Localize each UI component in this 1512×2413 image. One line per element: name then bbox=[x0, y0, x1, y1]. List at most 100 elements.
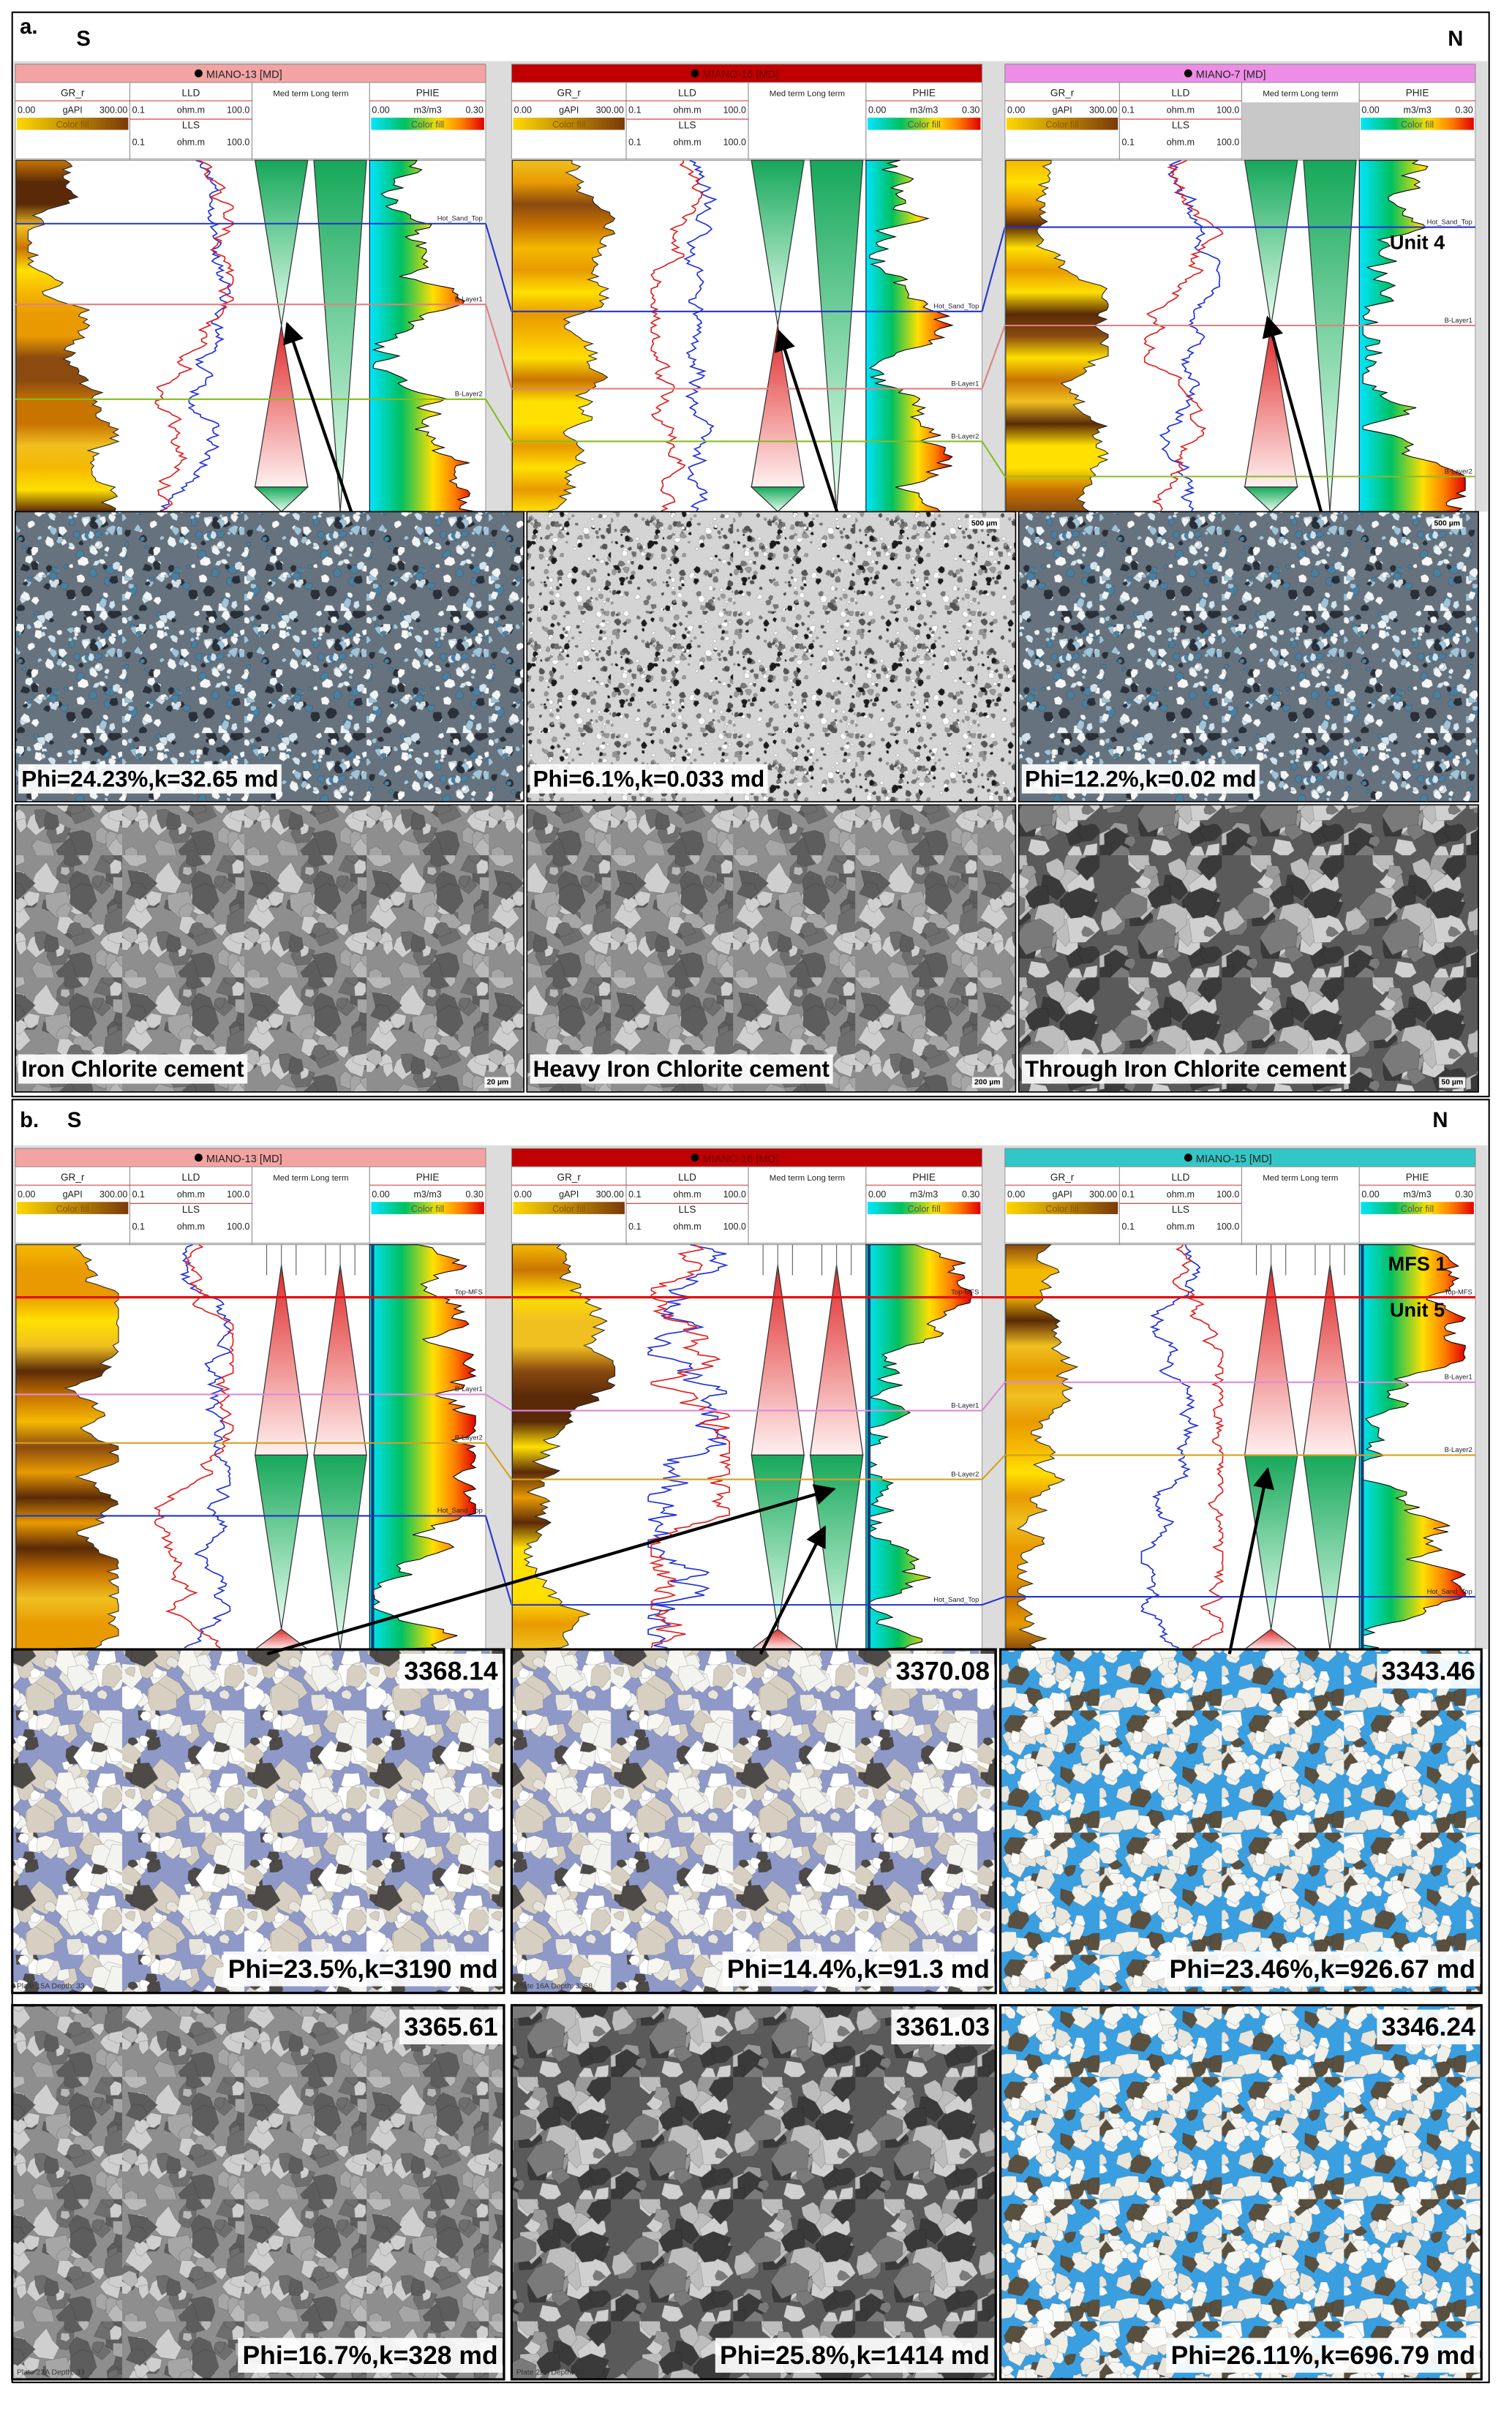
marker-label: Hot_Sand_Top bbox=[933, 302, 979, 310]
track-title: GR_r bbox=[557, 1172, 582, 1183]
scale-max: 100.0 bbox=[1216, 137, 1239, 147]
scale-max: 100.0 bbox=[723, 1221, 746, 1232]
color-fill-label: Color fill bbox=[1401, 1204, 1434, 1214]
scale-bar: 200 µm bbox=[974, 1078, 1001, 1086]
gr-log bbox=[15, 1244, 119, 1650]
track-title: Med term Long term bbox=[1263, 1174, 1338, 1183]
well-name: MIANO-13 [MD] bbox=[206, 1153, 282, 1165]
trend-triangle bbox=[1303, 159, 1357, 512]
scale-unit: ohm.m bbox=[1167, 1221, 1195, 1232]
track-title: Med term Long term bbox=[273, 90, 348, 99]
arrow bbox=[759, 1525, 827, 1655]
track-title: GR_r bbox=[61, 88, 85, 99]
marker-label: B-Layer2 bbox=[455, 1434, 483, 1442]
track-title: PHIE bbox=[1406, 88, 1429, 99]
scale-unit: ohm.m bbox=[673, 137, 701, 147]
scale-bar-bg bbox=[968, 518, 1000, 530]
trend-triangle bbox=[1244, 159, 1298, 326]
scale-min: 0.1 bbox=[628, 1189, 641, 1200]
well-bullet bbox=[691, 69, 699, 78]
scale-min: 0.1 bbox=[628, 137, 641, 147]
track-title: LLS bbox=[678, 119, 696, 130]
marker-label: B-Layer2 bbox=[951, 432, 979, 440]
scale-min: 0.00 bbox=[372, 105, 389, 116]
color-fill-label: Color fill bbox=[908, 1204, 941, 1214]
scale-max: 0.30 bbox=[962, 105, 979, 116]
correlation-link bbox=[981, 1382, 1006, 1412]
correlation-link bbox=[484, 1516, 513, 1605]
scale-max: 0.30 bbox=[1455, 105, 1472, 116]
track-title: PHIE bbox=[416, 88, 440, 99]
marker-label: Top-MFS bbox=[951, 1287, 979, 1295]
gr-log bbox=[1005, 159, 1110, 513]
resistivity-log bbox=[159, 159, 231, 512]
annotation: MFS 1 bbox=[1388, 1252, 1447, 1275]
scale-min: 0.00 bbox=[1361, 105, 1379, 116]
plate-label: Plate 16A Depth: 3358 bbox=[516, 1982, 593, 1990]
caption-bg bbox=[223, 1951, 503, 1987]
color-bar bbox=[1006, 1202, 1118, 1214]
scale-bar-bg bbox=[971, 1077, 1003, 1088]
well-name: MIANO-15 [MD] bbox=[1196, 1153, 1272, 1165]
depth-label-bg bbox=[399, 2009, 503, 2044]
well-name: MIANO-16 [MD] bbox=[702, 1153, 778, 1165]
marker-label: Hot_Sand_Top bbox=[437, 1506, 483, 1514]
micrograph bbox=[15, 804, 524, 1093]
scale-min: 0.1 bbox=[132, 137, 145, 147]
scale-unit: ohm.m bbox=[177, 1189, 205, 1200]
scale-max: 0.30 bbox=[962, 1189, 979, 1200]
track-title: PHIE bbox=[416, 1172, 440, 1183]
direction-label: N bbox=[1432, 1109, 1448, 1132]
trend-triangle bbox=[750, 486, 805, 513]
scale-min: 0.00 bbox=[868, 105, 886, 116]
resistivity-log bbox=[648, 1243, 731, 1649]
scale-min: 0.00 bbox=[1361, 1189, 1379, 1200]
trend-triangle bbox=[1244, 486, 1299, 513]
scale-unit: ohm.m bbox=[673, 1189, 701, 1200]
marker-label: B-Layer2 bbox=[1445, 467, 1472, 475]
scale-unit: ohm.m bbox=[673, 105, 701, 116]
arrow bbox=[1262, 315, 1323, 513]
caption: Phi=24.23%,k=32.65 md bbox=[21, 766, 278, 791]
scale-unit: m3/m3 bbox=[413, 1189, 441, 1200]
well-bullet bbox=[194, 69, 203, 78]
micrograph bbox=[998, 1648, 1483, 1995]
caption-bg bbox=[1021, 764, 1260, 794]
scale-bar: 500 µm bbox=[1434, 519, 1460, 527]
scale-max: 100.0 bbox=[227, 105, 249, 116]
marker-label: B-Layer2 bbox=[455, 390, 483, 398]
scale-min: 0.00 bbox=[1007, 1189, 1025, 1200]
color-bar bbox=[1361, 1202, 1474, 1214]
scale-max: 300.00 bbox=[596, 1189, 624, 1200]
depth-label-bg bbox=[1377, 1653, 1481, 1689]
track-title: LLS bbox=[1172, 119, 1189, 130]
scale-min: 0.1 bbox=[132, 1189, 145, 1200]
track-title: Med term Long term bbox=[770, 90, 845, 99]
marker-label: B-Layer1 bbox=[1445, 1373, 1472, 1381]
micrograph bbox=[15, 511, 524, 803]
track-title: LLD bbox=[182, 1172, 200, 1183]
marker-label: B-Layer2 bbox=[951, 1469, 979, 1477]
color-fill-label: Color fill bbox=[1046, 119, 1079, 129]
resistivity-log bbox=[154, 159, 235, 512]
scale-min: 0.1 bbox=[132, 1221, 145, 1232]
caption-bg bbox=[530, 1054, 833, 1084]
micrograph bbox=[526, 511, 1017, 803]
micrograph bbox=[998, 2003, 1483, 2381]
scale-min: 0.1 bbox=[132, 105, 145, 116]
correlation-link bbox=[982, 1596, 1006, 1606]
scale-unit: ohm.m bbox=[177, 105, 205, 116]
scale-max: 300.00 bbox=[1089, 1189, 1117, 1200]
arrow bbox=[1227, 1467, 1274, 1655]
scale-min: 0.00 bbox=[372, 1189, 389, 1200]
scale-min: 0.1 bbox=[1122, 1221, 1135, 1232]
gr-log bbox=[511, 1244, 616, 1650]
color-bar bbox=[1361, 117, 1474, 130]
color-bar bbox=[513, 117, 625, 130]
marker-label: Hot_Sand_Top bbox=[1427, 1587, 1472, 1595]
scale-max: 100.0 bbox=[227, 1221, 249, 1232]
resistivity-log bbox=[179, 1243, 232, 1649]
correlation-link bbox=[981, 1454, 1006, 1480]
direction-label: S bbox=[76, 28, 91, 51]
color-fill-label: Color fill bbox=[56, 1204, 89, 1214]
